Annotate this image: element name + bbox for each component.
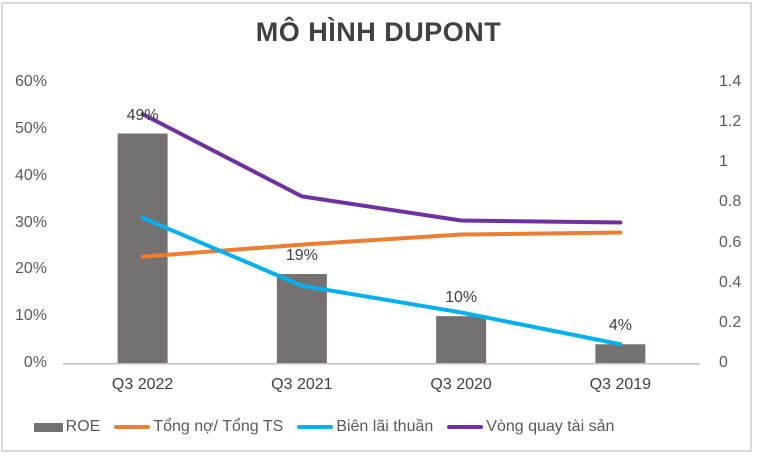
legend-line-swatch-bien-lai-thuan [297,424,334,430]
legend-bar-swatch-roe [33,422,63,432]
data-label-roe-q3-2022: 49% [126,106,159,124]
left-axis-tick-40%: 40% [14,166,47,184]
left-axis-tick-20%: 20% [14,260,47,278]
legend: ROE Tổng nợ/ Tổng TS Biên lãi thuần Vòng qu… [0,418,648,436]
tong-no-tong-ts-line [140,230,623,259]
legend-label-bien-lai-thuan: Biên lãi thuần [336,418,434,435]
left-axis-tick-50%: 50% [14,119,47,137]
roe-bar-q3-2019 [595,344,646,363]
right-axis-tick-1: 1 [719,153,728,171]
category-label-q3-2019: Q3 2019 [589,376,652,393]
legend-label-roe: ROE [65,418,101,435]
right-axis-tick-0.6: 0.6 [719,233,742,251]
right-axis-tick-0.2: 0.2 [719,313,742,331]
legend-item-bien-lai-thuan: Biên lãi thuần [297,418,433,436]
legend-line-swatch-tong-no-tong-ts [114,424,151,430]
left-axis-tick-60%: 60% [14,73,47,90]
chart-title: MÔ HÌNH DUPONT [255,17,502,47]
bien-lai-thuan-line [140,215,623,347]
data-label-roe-q3-2020: 10% [445,289,478,307]
right-axis-tick-1.2: 1.2 [719,113,742,131]
legend-item-tong-no-tong-ts: Tổng nợ/ Tổng TS [114,418,283,436]
left-axis-tick-10%: 10% [14,307,47,325]
legend-item-vong-quay-tai-san: Vòng quay tài sản [447,418,614,436]
roe-bar-q3-2020 [436,316,487,363]
data-label-roe-q3-2021: 19% [285,247,318,265]
vong-quay-tai-san-line [140,112,623,225]
category-label-q3-2021: Q3 2021 [271,376,333,393]
legend-item-roe: ROE [33,418,101,436]
right-axis-tick-0.8: 0.8 [719,193,742,211]
right-axis-tick-0.4: 0.4 [719,273,742,291]
data-label-roe-q3-2019: 4% [608,317,632,335]
left-axis-tick-0%: 0% [23,354,47,371]
left-axis-tick-30%: 30% [14,213,47,231]
legend-label-vong-quay-tai-san: Vòng quay tài sản [486,418,615,435]
legend-label-tong-no-tong-ts: Tổng nợ/ Tổng TS [153,418,284,435]
right-axis-tick-0: 0 [719,354,728,371]
category-label-q3-2020: Q3 2020 [430,376,492,393]
category-label-q3-2022: Q3 2022 [111,376,174,393]
legend-line-swatch-vong-quay-tai-san [447,424,484,430]
roe-bar-q3-2022 [117,133,168,363]
right-axis-tick-1.4: 1.4 [719,73,742,90]
